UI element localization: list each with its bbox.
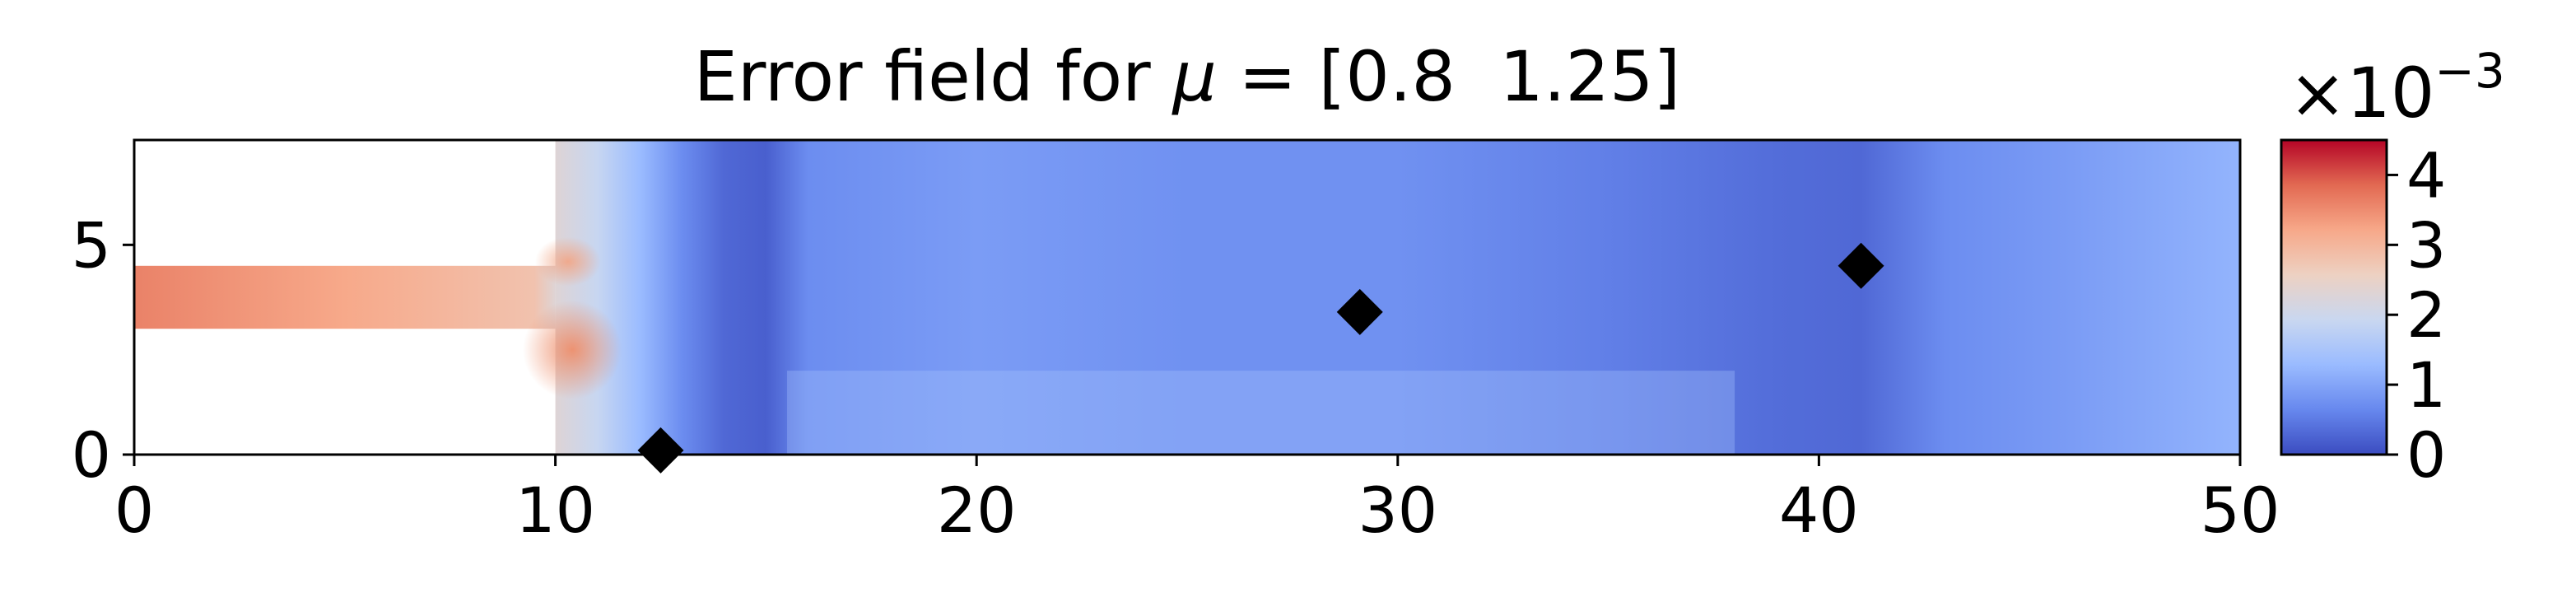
x-tick-label: 0	[114, 474, 154, 547]
colorbar-tick-label: 4	[2406, 138, 2446, 212]
chart-title: Error field for μ = [0.8 1.25]	[694, 36, 1680, 117]
error-field-heatmap	[134, 140, 2240, 455]
x-axis: 0 10 20 30 40 50	[114, 455, 2280, 547]
x-tick-label: 40	[1779, 474, 1859, 547]
x-tick-label: 20	[937, 474, 1017, 547]
plot-frame	[133, 138, 2242, 456]
colorbar-tick-label: 3	[2406, 208, 2446, 282]
colorbar-multiplier: ×10−3	[2289, 43, 2505, 133]
marker-diamond-3	[1838, 242, 1884, 289]
lower-flow-band	[786, 371, 1735, 455]
colorbar-tick-label: 2	[2406, 278, 2446, 352]
marker-diamond-2	[1336, 288, 1383, 335]
x-tick-label: 50	[2201, 474, 2280, 547]
y-axis: 05	[72, 208, 134, 492]
colorbar-tick-label: 1	[2406, 348, 2446, 422]
main-chamber-field	[555, 140, 2240, 455]
y-tick-label: 5	[72, 208, 111, 282]
colorbar-gradient	[2280, 138, 2388, 456]
marker-diamond-1	[637, 427, 684, 474]
y-tick-label: 0	[72, 418, 111, 492]
upper-corner-glow	[534, 236, 601, 287]
sensor-markers	[637, 242, 1884, 474]
x-tick-label: 10	[515, 474, 595, 547]
inlet-channel-field	[134, 265, 556, 329]
lower-corner-glow	[523, 300, 622, 399]
x-tick-label: 30	[1358, 474, 1437, 547]
colorbar-tick-label: 0	[2406, 418, 2446, 492]
